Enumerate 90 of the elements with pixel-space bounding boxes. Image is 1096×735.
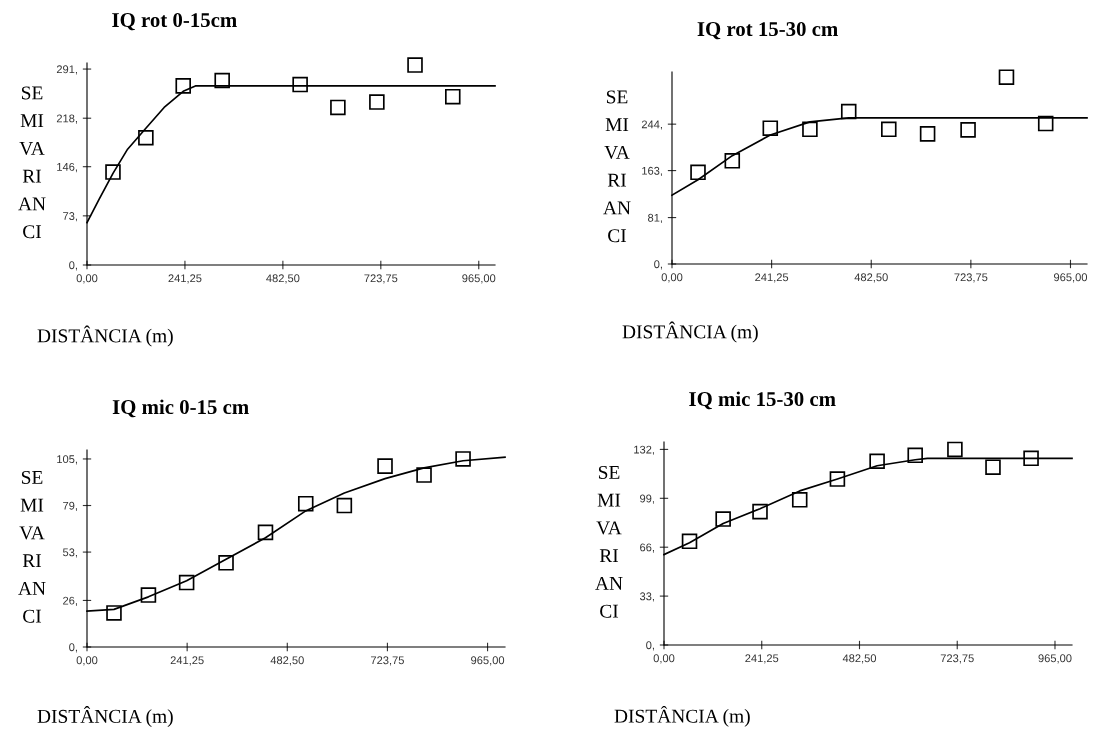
x-axis-title: DISTÂNCIA (m) bbox=[614, 705, 750, 727]
y-tick-label: 73, bbox=[63, 212, 77, 222]
x-tick-label: 965,00 bbox=[462, 274, 496, 284]
x-tick-label: 965,00 bbox=[471, 656, 505, 666]
y-tick-label: 218, bbox=[56, 114, 77, 124]
chart-title: IQ mic 15-30 cm bbox=[689, 391, 836, 410]
point bbox=[140, 587, 157, 603]
y-tick-label: 163, bbox=[642, 166, 662, 177]
chart-title: IQ mic 0-15 cm bbox=[112, 399, 249, 418]
y-tick-label: 66, bbox=[640, 543, 654, 553]
y-tick-label: 81, bbox=[648, 213, 662, 224]
x-tick-label: 482,50 bbox=[854, 273, 888, 283]
point bbox=[175, 78, 191, 94]
y-tick-label: 0, bbox=[69, 643, 77, 653]
point bbox=[998, 69, 1015, 85]
y-tick-label: 33, bbox=[639, 592, 654, 602]
point bbox=[444, 88, 461, 105]
point bbox=[690, 164, 706, 181]
point bbox=[881, 121, 897, 138]
y-tick-label: 99, bbox=[640, 494, 654, 504]
point bbox=[407, 57, 423, 73]
y-tick-label: 146, bbox=[57, 162, 77, 173]
point bbox=[214, 72, 230, 89]
x-tick-label: 482,50 bbox=[266, 274, 300, 284]
point bbox=[105, 164, 121, 180]
x-tick-label: 965,00 bbox=[1054, 273, 1088, 283]
point bbox=[455, 451, 471, 467]
point bbox=[138, 129, 154, 146]
point bbox=[947, 441, 963, 458]
point bbox=[1037, 115, 1054, 132]
point bbox=[178, 574, 195, 591]
y-tick-label: 53, bbox=[62, 548, 77, 558]
y-tick-label: 0, bbox=[646, 641, 654, 651]
point bbox=[985, 459, 1001, 475]
point bbox=[292, 76, 308, 93]
y-tick-label: 244, bbox=[641, 120, 662, 130]
y-tick-label: 0, bbox=[69, 261, 77, 271]
x-tick-label: 482,50 bbox=[270, 656, 304, 666]
point bbox=[336, 497, 353, 514]
y-axis-title: SE MI VA RI AN CI bbox=[18, 86, 46, 239]
point bbox=[257, 524, 274, 541]
x-tick-label: 0,00 bbox=[76, 656, 98, 666]
y-tick-label: 132, bbox=[634, 445, 654, 455]
point bbox=[829, 471, 846, 487]
x-tick-label: 482,50 bbox=[842, 654, 877, 664]
point bbox=[752, 503, 768, 520]
y-tick-label: 26, bbox=[63, 596, 77, 606]
point bbox=[724, 153, 741, 169]
point bbox=[802, 121, 818, 138]
x-tick-label: 241,25 bbox=[755, 273, 789, 283]
x-axis-title: DISTÂNCIA (m) bbox=[37, 706, 173, 727]
x-axis-title: DISTÂNCIA (m) bbox=[37, 325, 173, 347]
point bbox=[907, 447, 923, 464]
point bbox=[791, 492, 808, 508]
y-axis-title: SE MI VA RI AN CI bbox=[18, 470, 46, 623]
point bbox=[869, 453, 885, 470]
x-tick-label: 241,25 bbox=[745, 654, 779, 664]
chart-title: IQ rot 15-30 cm bbox=[697, 22, 838, 40]
point bbox=[960, 122, 976, 138]
x-tick-label: 723,75 bbox=[940, 654, 974, 664]
point bbox=[369, 94, 385, 110]
point bbox=[218, 555, 234, 571]
point bbox=[840, 103, 857, 120]
y-tick-label: 291, bbox=[56, 65, 77, 75]
point bbox=[416, 467, 432, 483]
point bbox=[1023, 450, 1039, 467]
point bbox=[330, 99, 346, 116]
y-axis-title: SE MI VA RI AN CI bbox=[603, 90, 631, 243]
x-axis-title: DISTÂNCIA (m) bbox=[622, 321, 758, 343]
y-tick-label: 79, bbox=[63, 501, 77, 511]
y-tick-label: 0, bbox=[654, 260, 662, 270]
point bbox=[762, 120, 779, 136]
x-tick-label: 0,00 bbox=[76, 274, 98, 284]
x-tick-label: 0,00 bbox=[661, 273, 683, 283]
point bbox=[297, 495, 314, 512]
x-tick-label: 723,75 bbox=[954, 273, 988, 283]
point bbox=[681, 533, 698, 550]
point bbox=[715, 511, 731, 527]
x-tick-label: 241,25 bbox=[170, 656, 204, 666]
x-tick-label: 723,75 bbox=[364, 274, 398, 284]
chart-title: IQ rot 0-15cm bbox=[112, 13, 237, 31]
point bbox=[919, 126, 936, 142]
point bbox=[106, 605, 122, 621]
x-tick-label: 241,25 bbox=[168, 274, 202, 284]
point bbox=[377, 458, 393, 474]
x-tick-label: 723,75 bbox=[371, 656, 404, 666]
x-tick-label: 0,00 bbox=[653, 654, 675, 664]
y-axis-title: SE MI VA RI AN CI bbox=[595, 465, 623, 618]
y-tick-label: 105, bbox=[57, 455, 77, 465]
x-tick-label: 965,00 bbox=[1038, 654, 1072, 664]
